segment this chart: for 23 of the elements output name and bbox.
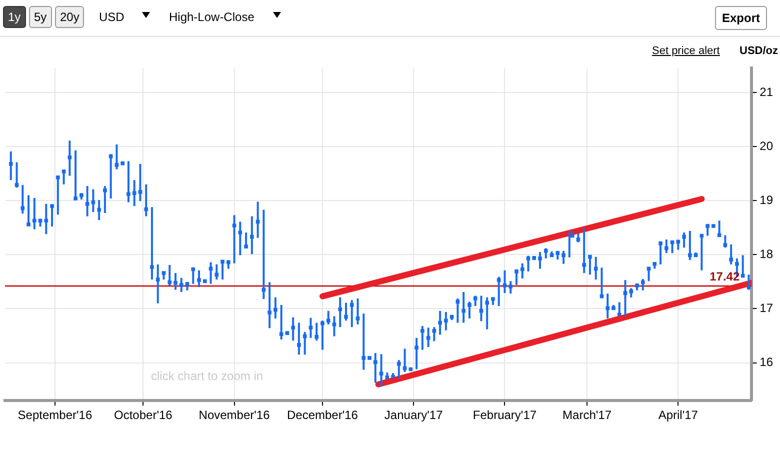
x-tick-label: December'16 [286, 408, 358, 422]
x-tick-label: January'17 [384, 408, 444, 422]
text: 20y [55, 6, 84, 28]
x-tick-label: March'17 [562, 408, 612, 422]
x-tick-label: February'17 [472, 408, 537, 422]
text: USD [98, 9, 126, 26]
x-tick-label: October'16 [114, 408, 173, 422]
text: Set price alert [652, 45, 720, 57]
text: Export [715, 6, 768, 30]
x-tick-label: November'16 [198, 408, 270, 422]
y-tick-label: 18 [760, 246, 774, 261]
y-tick-label: 16 [760, 355, 774, 370]
y-axis-title: USD/oz [740, 45, 778, 57]
text: 1y [3, 6, 26, 28]
x-tick-label: September'16 [18, 408, 92, 422]
x-tick-label: April'17 [658, 408, 698, 422]
y-tick-label: 19 [760, 192, 774, 207]
y-tick-label: 20 [760, 138, 774, 153]
y-tick-label: 21 [760, 84, 774, 99]
y-tick-label: 17 [760, 301, 774, 316]
text: 5y [29, 6, 52, 28]
ref-line-label: 17.42 [710, 269, 740, 284]
text: High-Low-Close [168, 9, 256, 26]
